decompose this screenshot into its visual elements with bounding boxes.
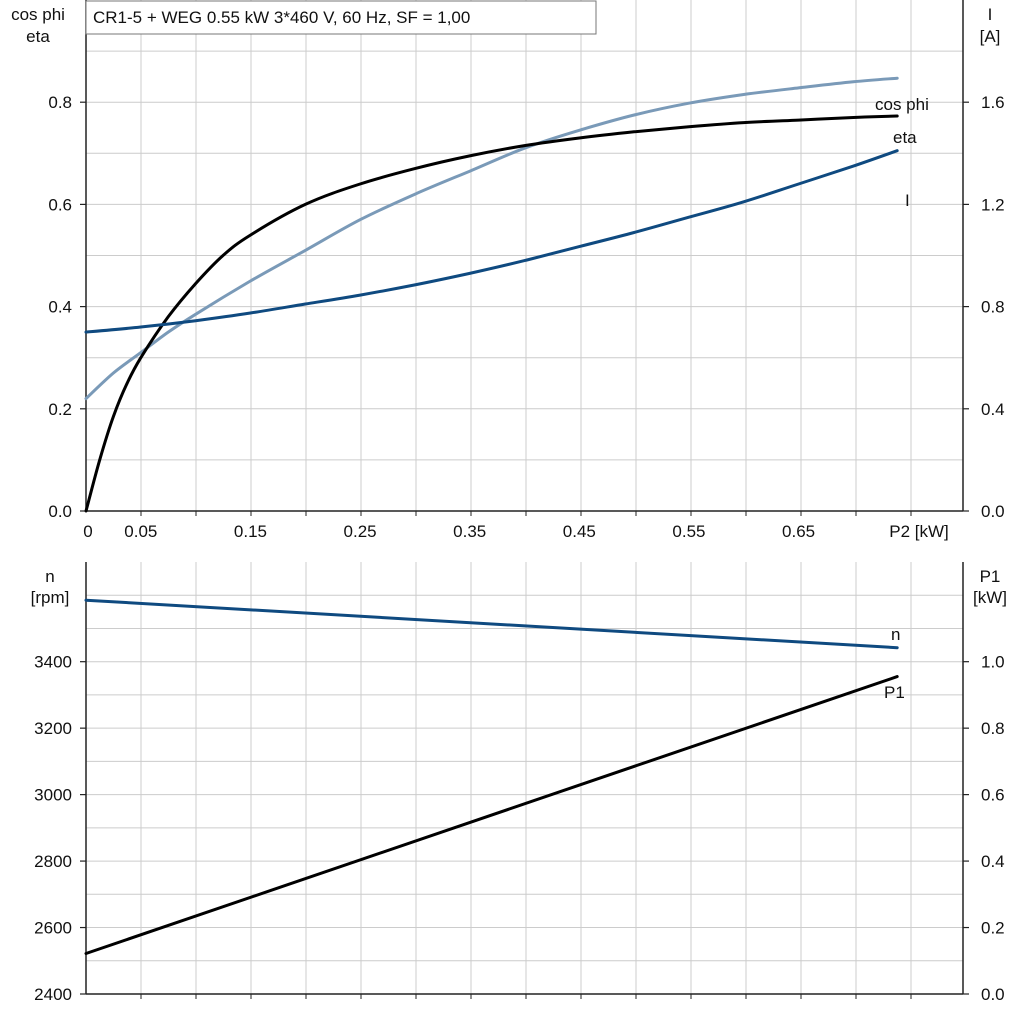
x-tick-label: 0.15 xyxy=(234,522,267,541)
left-tick-label: 0.6 xyxy=(48,195,72,214)
series-line-n xyxy=(84,598,899,650)
x-tick-label: 0.05 xyxy=(124,522,157,541)
chart-title: CR1-5 + WEG 0.55 kW 3*460 V, 60 Hz, SF =… xyxy=(93,8,470,27)
left-tick-label: 2400 xyxy=(34,985,72,1004)
right-tick-label: 0.8 xyxy=(981,298,1005,317)
right-tick-label: 0.2 xyxy=(981,919,1005,938)
left-tick-label: 3000 xyxy=(34,786,72,805)
right-tick-label: 0.4 xyxy=(981,400,1005,419)
right-axis-title: [kW] xyxy=(973,588,1007,607)
series-line-cos-phi xyxy=(84,76,899,401)
x-tick-label: 0.45 xyxy=(563,522,596,541)
right-tick-label: 1.0 xyxy=(981,653,1005,672)
series-line-p1 xyxy=(84,675,899,955)
left-axis-title: eta xyxy=(26,27,50,46)
series-line-eta xyxy=(84,114,899,513)
series-label-eta: eta xyxy=(893,128,917,147)
right-tick-label: 1.2 xyxy=(981,195,1005,214)
left-tick-label: 2800 xyxy=(34,852,72,871)
series-line-i xyxy=(84,149,899,334)
left-tick-label: 0.8 xyxy=(48,93,72,112)
right-axis-title: [A] xyxy=(980,27,1001,46)
x-axis-title: P2 [kW] xyxy=(889,522,949,541)
series-label-p1: P1 xyxy=(884,683,905,702)
x-tick-label: 0 xyxy=(83,522,92,541)
left-axis-title: cos phi xyxy=(11,5,65,24)
x-tick-label: 0.25 xyxy=(344,522,377,541)
series-label-i: I xyxy=(905,191,910,210)
series-label-cos-phi: cos phi xyxy=(875,95,929,114)
series-label-n: n xyxy=(891,625,900,644)
right-tick-label: 0.0 xyxy=(981,985,1005,1004)
left-tick-label: 0.2 xyxy=(48,400,72,419)
chart-title-box: CR1-5 + WEG 0.55 kW 3*460 V, 60 Hz, SF =… xyxy=(85,0,597,35)
left-tick-label: 3400 xyxy=(34,653,72,672)
right-tick-label: 0.6 xyxy=(981,786,1005,805)
right-axis-title: I xyxy=(988,5,993,24)
x-tick-label: 0.65 xyxy=(782,522,815,541)
left-tick-label: 3200 xyxy=(34,719,72,738)
x-tick-label: 0.35 xyxy=(453,522,486,541)
right-tick-label: 1.6 xyxy=(981,93,1005,112)
left-tick-label: 0.0 xyxy=(48,502,72,521)
left-axis-title: [rpm] xyxy=(31,588,70,607)
right-axis-title: P1 xyxy=(980,567,1001,586)
x-tick-label: 0.55 xyxy=(672,522,705,541)
top-plot: 0.0 0.2 0.4 0.6 0.8 0.0 0.4 0.8 1.2 1.6 cos phi eta… xyxy=(11,0,1005,541)
bottom-plot: 2400 2600 2800 3000 3200 3400 0.0 0.2 0.4 0.6 0.8 1… xyxy=(31,562,1007,1004)
left-tick-label: 2600 xyxy=(34,919,72,938)
left-tick-label: 0.4 xyxy=(48,298,72,317)
left-axis-title: n xyxy=(45,567,54,586)
right-tick-label: 0.4 xyxy=(981,852,1005,871)
right-tick-label: 0.0 xyxy=(981,502,1005,521)
right-tick-label: 0.8 xyxy=(981,719,1005,738)
